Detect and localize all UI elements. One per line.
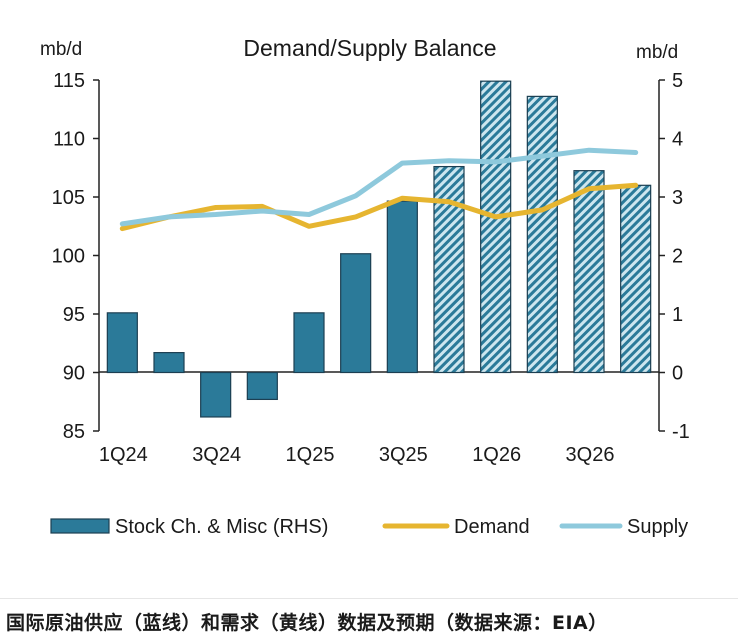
legend: Stock Ch. & Misc (RHS) Demand Supply xyxy=(50,516,688,538)
right-tick-label: 0 xyxy=(672,363,683,385)
stock-change-bar xyxy=(106,312,138,374)
right-tick-label: 4 xyxy=(672,129,683,151)
x-tick-label: 1Q25 xyxy=(286,444,335,466)
left-axis-ticks: 115 110 105 100 95 90 85 xyxy=(52,70,99,443)
right-tick-label: -1 xyxy=(672,421,690,443)
forecast-bar xyxy=(526,95,558,374)
stock-change-bar xyxy=(200,371,232,418)
right-tick-label: 3 xyxy=(672,187,683,209)
legend-label-supply: Supply xyxy=(627,516,688,538)
right-tick-label: 1 xyxy=(672,304,683,326)
stock-change-bar xyxy=(246,371,278,401)
forecast-bar xyxy=(620,184,652,374)
right-tick-label: 5 xyxy=(672,70,683,92)
forecast-bar xyxy=(433,165,465,374)
stock-change-bars xyxy=(106,80,652,418)
x-tick-label: 3Q24 xyxy=(192,444,241,466)
legend-bar-swatch xyxy=(50,518,110,534)
demand-supply-lines xyxy=(119,147,639,232)
x-axis-labels: 1Q24 3Q24 1Q25 3Q25 1Q26 3Q26 xyxy=(99,444,615,466)
legend-label-stock-change: Stock Ch. & Misc (RHS) xyxy=(115,516,328,538)
left-tick-label: 115 xyxy=(53,70,85,92)
demand-line xyxy=(119,182,639,232)
x-tick-label: 3Q26 xyxy=(566,444,615,466)
stock-change-bar xyxy=(340,253,372,374)
left-tick-label: 95 xyxy=(63,304,85,326)
supply-line xyxy=(119,147,639,227)
x-tick-label: 1Q26 xyxy=(472,444,521,466)
left-tick-label: 100 xyxy=(52,246,85,268)
x-tick-label: 1Q24 xyxy=(99,444,148,466)
right-axis-ticks: 5 4 3 2 1 0 -1 xyxy=(659,70,690,443)
left-tick-label: 85 xyxy=(63,421,85,443)
chart-title: Demand/Supply Balance xyxy=(243,35,496,61)
right-tick-label: 2 xyxy=(672,246,683,268)
left-axis-unit: mb/d xyxy=(40,39,82,60)
right-axis-unit: mb/d xyxy=(636,42,678,63)
legend-label-demand: Demand xyxy=(454,516,530,538)
left-tick-label: 110 xyxy=(53,129,85,151)
left-tick-label: 90 xyxy=(63,363,85,385)
image-caption: 国际原油供应（蓝线）和需求（黄线）数据及预期（数据来源：EIA） xyxy=(0,598,738,644)
stock-change-bar xyxy=(293,312,325,374)
forecast-bar xyxy=(573,170,605,374)
demand-supply-chart: Demand/Supply Balance mb/d mb/d 11511010… xyxy=(40,35,690,538)
stock-change-bar xyxy=(153,352,185,374)
stock-change-bar xyxy=(386,200,418,374)
forecast-bar xyxy=(480,80,512,374)
left-tick-label: 105 xyxy=(52,187,85,209)
x-tick-label: 3Q25 xyxy=(379,444,428,466)
